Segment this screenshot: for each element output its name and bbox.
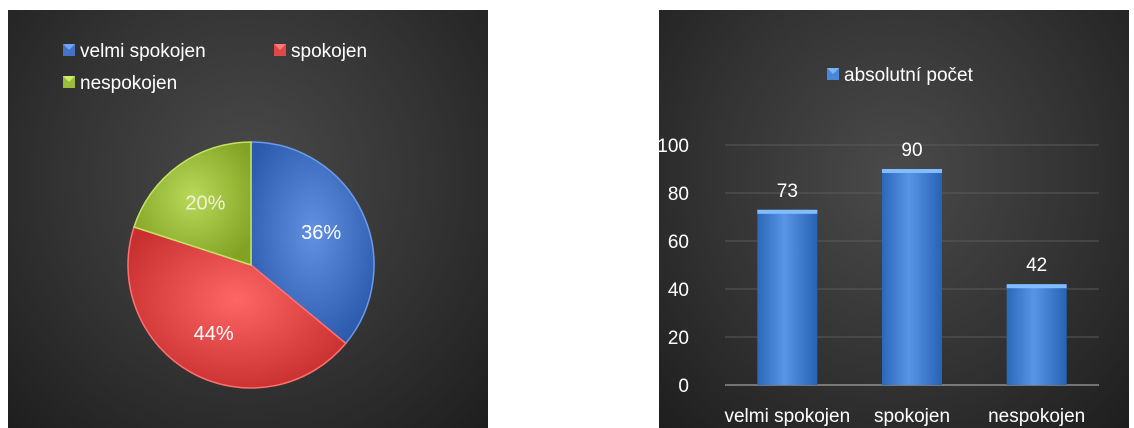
bar-nespokojen <box>1006 284 1067 385</box>
x-tick-label: nespokojen <box>988 406 1085 427</box>
pie-data-label: 44% <box>194 323 234 345</box>
pie-chart-panel: velmi spokojen spokojen nespokojen 36% 44% 20… <box>8 10 488 428</box>
bar-chart-panel: absolutní počet 0 20 40 60 80 100 73 velmi spoko… <box>659 10 1129 428</box>
bar-chart: absolutní počet 0 20 40 60 80 100 73 velmi spoko… <box>659 65 1099 427</box>
legend-marker-1 <box>274 44 286 56</box>
pie-data-label: 20% <box>185 192 225 214</box>
legend-marker <box>827 68 839 80</box>
legend-label: velmi spokojen <box>80 41 206 62</box>
legend-label: absolutní počet <box>844 65 974 86</box>
y-tick-label: 20 <box>668 328 689 349</box>
y-tick-label: 0 <box>678 376 689 397</box>
pie-slice-velmi-spokojen <box>250 141 375 345</box>
pie-data-label: 36% <box>301 222 341 244</box>
bar-data-label: 42 <box>1026 255 1047 276</box>
y-tick-label: 80 <box>668 184 689 205</box>
x-tick-label: spokojen <box>874 406 950 427</box>
bar-data-label: 73 <box>777 181 798 202</box>
x-tick-label: velmi spokojen <box>724 406 850 427</box>
legend-label: spokojen <box>291 41 367 62</box>
legend-label: nespokojen <box>80 73 177 94</box>
pie-slice-spokojen <box>127 226 347 389</box>
bar-velmi-spokojen <box>757 209 818 385</box>
pie-chart: velmi spokojen spokojen nespokojen 36% 44% 20… <box>63 41 375 389</box>
bar-spokojen <box>882 169 942 385</box>
y-tick-label: 100 <box>659 136 689 157</box>
pie-slice-nespokojen <box>133 141 252 267</box>
y-tick-label: 60 <box>668 232 689 253</box>
legend-marker-2 <box>63 76 75 88</box>
legend-marker-0 <box>63 44 75 56</box>
bar-data-label: 90 <box>901 140 922 161</box>
y-tick-label: 40 <box>668 280 689 301</box>
